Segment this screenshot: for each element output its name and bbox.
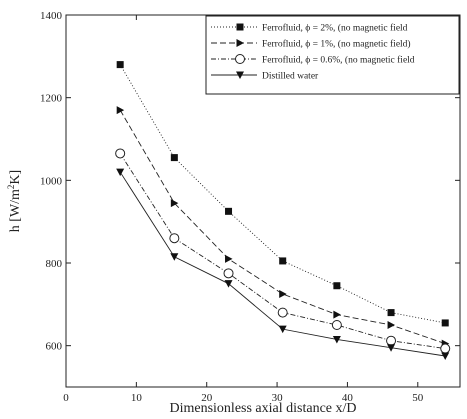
data-point-s3 (224, 280, 233, 288)
data-point-s1 (279, 290, 287, 298)
series-markers (115, 61, 451, 360)
data-point-s1 (116, 106, 125, 115)
x-tick-label: 10 (131, 392, 143, 404)
y-tick-label: 1200 (40, 93, 63, 105)
legend-box (205, 15, 460, 95)
data-point-s0 (441, 319, 449, 327)
x-tick-label: 50 (412, 392, 424, 404)
data-point-s1 (387, 321, 396, 329)
data-point-s3 (170, 253, 179, 261)
data-point-s0 (279, 257, 287, 265)
legend-label: Ferrofluid, ϕ = 1%, (no magnetic field) (262, 39, 411, 50)
data-point-s0 (170, 154, 178, 162)
data-point-s3 (116, 168, 125, 177)
data-point-s2 (115, 148, 126, 159)
data-point-s0 (387, 309, 395, 317)
y-tick-label: 1000 (40, 175, 63, 187)
x-tick-label: 30 (272, 392, 284, 404)
data-point-s3 (441, 352, 450, 360)
legend-label: Ferrofluid, ϕ = 0.6%, (no magnetic field (262, 55, 415, 66)
data-point-s3 (332, 335, 341, 344)
legend-marker (235, 54, 245, 64)
data-point-s0 (333, 282, 341, 290)
legend: Ferrofluid, ϕ = 2%, (no magnetic field Fe… (205, 15, 460, 95)
y-tick-label: 800 (46, 258, 63, 270)
data-point-s2 (440, 343, 451, 354)
x-tick-label: 0 (63, 392, 69, 404)
y-tick-label: 600 (46, 341, 63, 353)
y-axis-title: h [W/m2K] (6, 170, 23, 232)
data-point-s3 (278, 325, 287, 334)
data-point-s2 (169, 233, 180, 244)
plot-frame (65, 14, 461, 388)
data-point-s3 (387, 344, 396, 352)
data-point-s0 (225, 207, 233, 215)
legend-marker (236, 71, 244, 79)
x-tick-label: 20 (201, 392, 213, 404)
y-tick-label: 1400 (40, 10, 63, 22)
data-point-s1 (333, 310, 341, 319)
data-point-s1 (170, 199, 179, 208)
x-axis-title: Dimensionless axial distance x/D (169, 401, 356, 416)
legend-marker (236, 39, 244, 47)
data-point-s2 (331, 320, 342, 330)
data-point-s2 (386, 335, 397, 346)
x-tick-label: 40 (342, 392, 354, 404)
data-point-s2 (223, 268, 234, 279)
legend-label: Ferrofluid, ϕ = 2%, (no magnetic field (262, 23, 408, 34)
legend-label: Distilled water (262, 72, 319, 82)
series-line-2 (119, 153, 446, 350)
legend-marker (236, 23, 244, 31)
data-point-s2 (277, 307, 288, 318)
data-point-s1 (225, 254, 233, 263)
data-point-s0 (116, 61, 124, 69)
series-line-0 (119, 64, 446, 324)
